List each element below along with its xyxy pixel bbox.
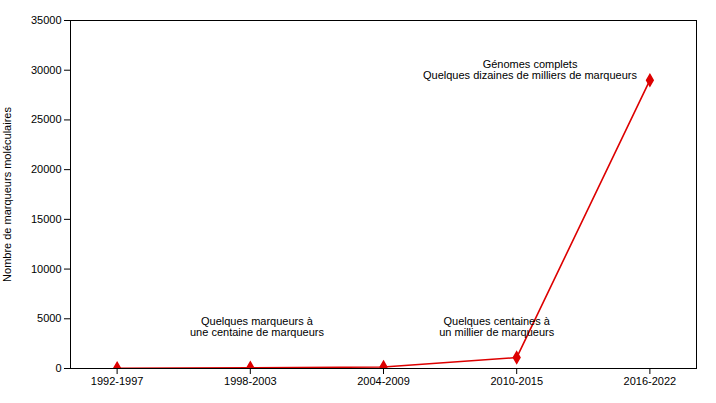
- svg-text:20000: 20000: [31, 163, 62, 175]
- svg-text:35000: 35000: [31, 14, 62, 26]
- svg-text:Quelques centaines àun millier: Quelques centaines àun millier de marque…: [439, 315, 554, 338]
- svg-text:5000: 5000: [37, 312, 61, 324]
- svg-text:Quelques marqueurs àune centai: Quelques marqueurs àune centaine de marq…: [190, 315, 324, 338]
- svg-text:0: 0: [55, 362, 61, 374]
- svg-text:25000: 25000: [31, 113, 62, 125]
- svg-text:Nombre de marqueurs moléculair: Nombre de marqueurs moléculaires: [1, 107, 13, 282]
- svg-text:1992-1997: 1992-1997: [91, 375, 144, 387]
- svg-text:10000: 10000: [31, 263, 62, 275]
- svg-text:2004-2009: 2004-2009: [357, 375, 410, 387]
- svg-text:30000: 30000: [31, 64, 62, 76]
- svg-text:2010-2015: 2010-2015: [490, 375, 543, 387]
- svg-text:Génomes completsQuelques dizai: Génomes completsQuelques dizaines de mil…: [423, 58, 637, 81]
- svg-text:15000: 15000: [31, 213, 62, 225]
- svg-text:1998-2003: 1998-2003: [224, 375, 277, 387]
- svg-text:2016-2022: 2016-2022: [624, 375, 677, 387]
